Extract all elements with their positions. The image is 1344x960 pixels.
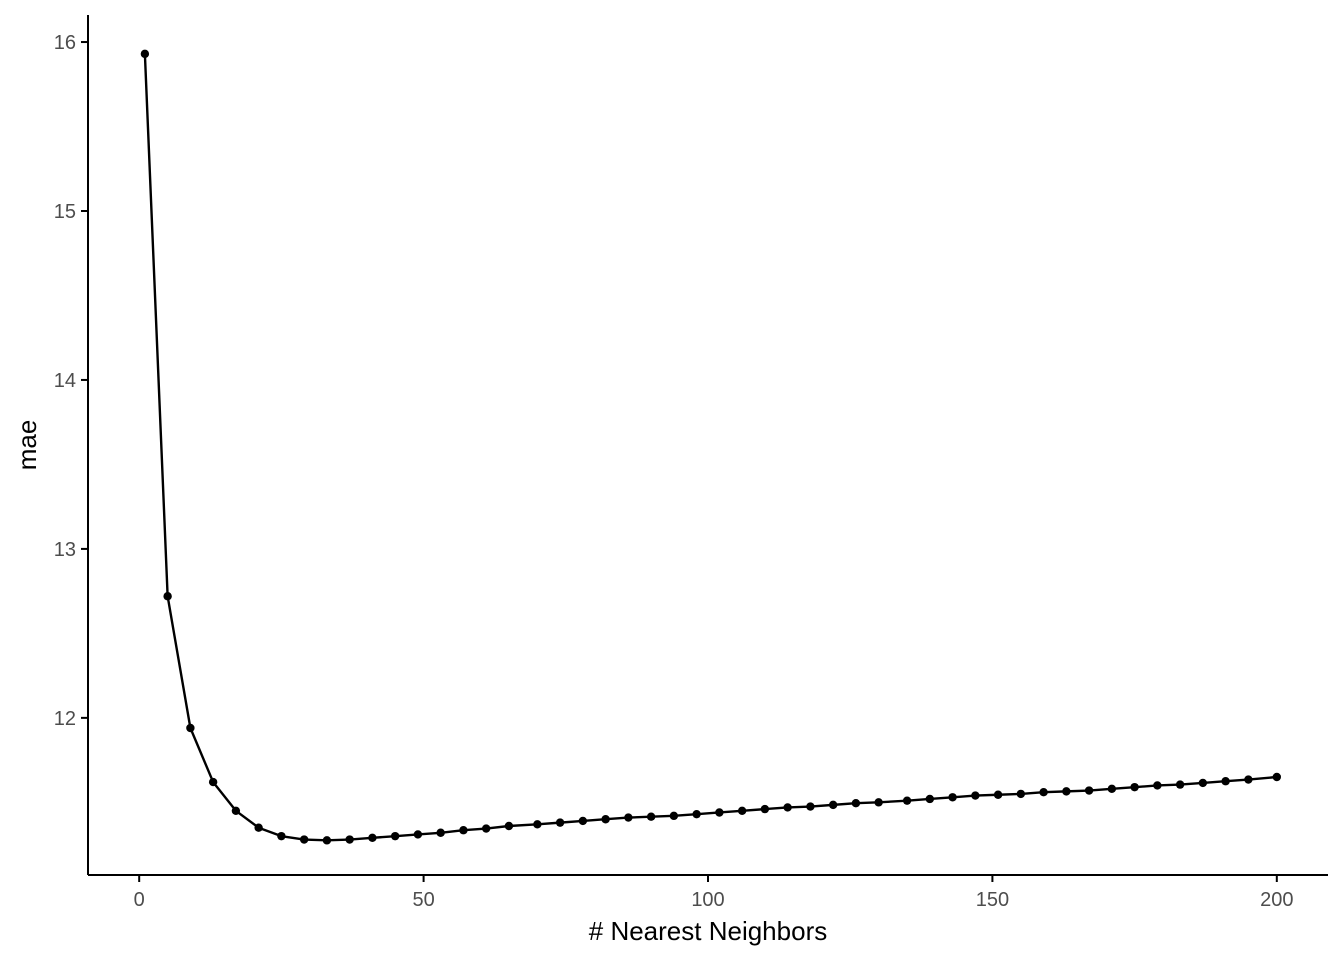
data-point [601, 815, 610, 824]
data-point [578, 816, 588, 826]
data-point [1272, 772, 1282, 782]
data-point [1107, 784, 1117, 794]
data-point [413, 830, 423, 839]
data-point [948, 793, 957, 802]
data-point [163, 592, 172, 601]
data-point [624, 813, 633, 822]
data-point [669, 811, 679, 821]
data-point [715, 808, 724, 817]
data-point [1062, 787, 1071, 796]
ticks: 0 50 100 150 200 12 13 14 15 16 [54, 32, 1294, 911]
data-point [783, 803, 792, 812]
data-point [299, 835, 309, 844]
data-point [828, 800, 838, 810]
series-line [143, 53, 1277, 842]
data-point [902, 796, 912, 805]
data-point [1039, 788, 1048, 797]
data-point [186, 723, 195, 733]
data-point [1016, 789, 1026, 799]
data-point [1175, 780, 1185, 789]
x-tick-label: 100 [691, 889, 724, 911]
data-point [851, 798, 861, 808]
data-point [555, 818, 565, 827]
y-tick-label: 13 [54, 539, 76, 561]
data-point [368, 833, 377, 843]
data-point [322, 836, 332, 845]
x-tick-label: 0 [134, 889, 145, 911]
y-axis-title: mae [12, 420, 42, 471]
data-point [1153, 781, 1162, 790]
y-tick-label: 15 [54, 201, 76, 223]
data-point [459, 826, 468, 835]
data-point [971, 791, 980, 800]
data-point [504, 821, 514, 831]
data-point [390, 831, 400, 841]
x-axis-title: # Nearest Neighbors [589, 916, 827, 946]
axes [87, 15, 1328, 876]
data-point [254, 823, 263, 832]
data-point [1244, 775, 1253, 784]
data-point [993, 790, 1003, 799]
data-point [277, 831, 286, 841]
y-tick-label: 12 [54, 708, 76, 730]
series-line-layer [143, 53, 1277, 842]
data-point [646, 812, 656, 821]
data-point [806, 802, 815, 811]
data-point [1198, 778, 1208, 788]
data-point [1130, 782, 1139, 792]
data-point [208, 777, 218, 787]
data-point [345, 835, 354, 844]
x-tick-label: 150 [976, 889, 1009, 911]
data-point [231, 806, 241, 815]
data-point [692, 809, 701, 819]
data-point [737, 806, 747, 815]
x-tick-label: 200 [1260, 889, 1293, 911]
data-point [925, 794, 935, 804]
data-point [1221, 777, 1230, 786]
data-point [140, 49, 150, 59]
data-point [436, 828, 445, 837]
y-tick-label: 16 [54, 32, 76, 54]
data-point [1084, 786, 1094, 795]
data-points [140, 49, 1282, 845]
data-point [481, 824, 491, 833]
data-point [760, 804, 770, 814]
y-tick-label: 14 [54, 370, 76, 392]
data-point [874, 798, 883, 807]
data-point [533, 820, 542, 829]
x-tick-label: 50 [412, 889, 434, 911]
